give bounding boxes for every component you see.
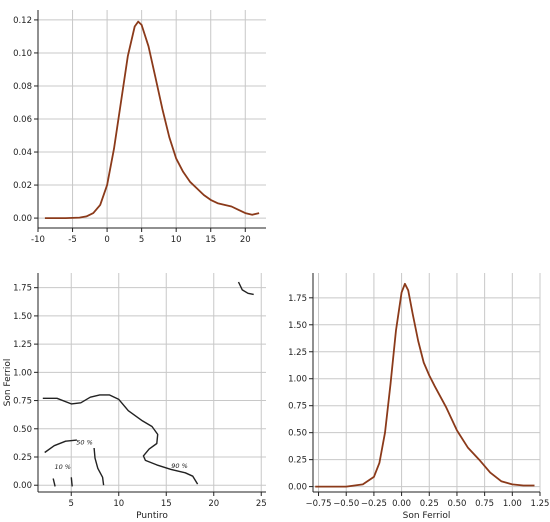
- y-tick-label: 0.10: [13, 49, 32, 59]
- x-tick-label: −0.50: [333, 499, 359, 509]
- x-tick-label: 0.75: [475, 499, 494, 509]
- y-tick-label: 1.25: [288, 348, 307, 358]
- y-tick-label: 0.50: [288, 429, 307, 439]
- contour-line: [93, 447, 105, 486]
- x-tick-label: 15: [161, 499, 172, 509]
- y-tick-label: 0.25: [13, 453, 32, 463]
- y-tick-label: 1.50: [13, 312, 32, 322]
- density-curve: [44, 20, 260, 219]
- x-tick-label: 20: [208, 499, 219, 509]
- y-tick-label: 0.00: [13, 214, 32, 224]
- y-tick-label: 0.00: [13, 481, 32, 491]
- contour-line: [237, 281, 254, 296]
- x-tick-label: 20: [240, 235, 251, 245]
- x-tick-label: 0.00: [392, 499, 411, 509]
- y-tick-label: 0.25: [288, 456, 307, 466]
- y-tick-label: 1.75: [13, 284, 32, 294]
- contour-level-label: 90 %: [171, 462, 188, 470]
- x-tick-label: 5: [139, 235, 144, 245]
- x-tick-label: −0.25: [361, 499, 387, 509]
- y-tick-label: 1.00: [13, 368, 32, 378]
- x-tick-label: 0: [104, 235, 109, 245]
- y-tick-label: 0.75: [13, 397, 32, 407]
- density-curve: [315, 282, 535, 488]
- x-tick-label: 15: [205, 235, 216, 245]
- y-tick-label: 0.50: [13, 425, 32, 435]
- x-tick-label: 0.50: [447, 499, 466, 509]
- x-tick-label: 10: [113, 499, 124, 509]
- contour-level-label: 50 %: [76, 438, 93, 446]
- y-tick-label: 0.12: [13, 16, 32, 26]
- kde-son-ferriol-panel: −0.75 −0.50 −0.25 0.00 0.25 0.50 0.75 1.00 1.25 0…: [288, 273, 549, 521]
- x-tick-label: 0.25: [420, 499, 439, 509]
- y-tick-label: 0.00: [288, 483, 307, 493]
- y-tick-label: 1.75: [288, 294, 307, 304]
- contour-line: [70, 477, 73, 487]
- y-tick-label: 0.08: [13, 82, 32, 92]
- x-tick-label: 1.25: [531, 499, 550, 509]
- y-tick-label: 0.06: [13, 115, 32, 125]
- contour-level-label: 10 %: [54, 463, 71, 471]
- y-tick-label: 0.75: [288, 402, 307, 412]
- x-tick-label: 25: [256, 499, 267, 509]
- kde-puntiro-panel: -10 -5 0 5 10 15 20 0.00 0.02 0.04 0.06 0.08 0.10 0.1…: [13, 10, 266, 245]
- y-tick-label: 1.50: [288, 321, 307, 331]
- contour-line: [52, 478, 56, 487]
- y-tick-label: 1.00: [288, 375, 307, 385]
- contour-panel: 5 10 15 20 25 0.00 0.25 0.50 0.75 1.00 1.25 1.50 1.7…: [3, 273, 267, 521]
- y-tick-label: 1.25: [13, 340, 32, 350]
- x-axis-title: Son Ferriol: [403, 511, 451, 521]
- contour-line: [42, 394, 199, 485]
- y-tick-label: 0.02: [13, 181, 32, 191]
- x-tick-label: -10: [31, 235, 45, 245]
- x-tick-label: 5: [69, 499, 74, 509]
- y-tick-label: 0.04: [13, 148, 32, 158]
- y-axis-title: Son Ferriol: [3, 359, 13, 407]
- contour-line: [44, 439, 77, 454]
- x-tick-label: 10: [171, 235, 182, 245]
- x-tick-label: -5: [68, 235, 76, 245]
- x-tick-label: −0.75: [306, 499, 332, 509]
- x-axis-title: Puntiro: [136, 511, 168, 521]
- x-tick-label: 1.00: [503, 499, 522, 509]
